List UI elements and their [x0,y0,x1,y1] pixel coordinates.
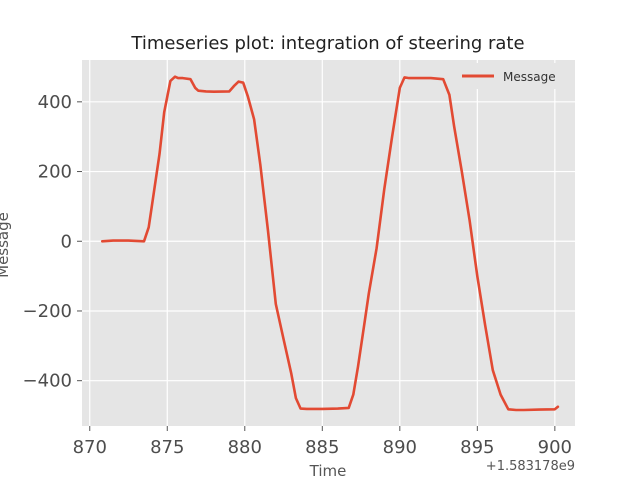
grid-lines [82,60,575,426]
y-tick-label: 200 [38,162,72,183]
y-tick-label: −200 [23,301,72,322]
x-axis-offset-label: +1.583178e9 [486,459,575,474]
series-line-message [100,75,560,412]
legend-label-message: Message [503,70,556,84]
x-tick-label: 890 [383,437,417,458]
series-layer [100,75,560,412]
x-tick-label: 895 [460,437,494,458]
y-tick-label: 0 [61,231,72,252]
y-axis-ticks: −400 −200 0 200 400 [23,92,82,392]
y-tick-label: 400 [38,92,72,113]
x-axis-ticks: 870 875 880 885 890 895 900 [73,426,572,458]
x-tick-label: 870 [73,437,107,458]
y-tick-label: −400 [23,371,72,392]
x-tick-label: 900 [538,437,572,458]
x-axis-label: Time [309,462,347,480]
x-tick-label: 885 [305,437,339,458]
plot-area [82,60,575,426]
x-tick-label: 875 [150,437,184,458]
x-tick-label: 880 [228,437,262,458]
chart-title: Timeseries plot: integration of steering… [130,33,524,54]
legend: Message [455,63,568,89]
y-axis-label: Message [0,212,12,278]
